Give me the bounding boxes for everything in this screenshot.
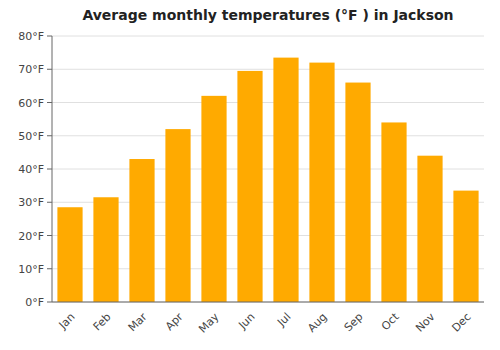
bar — [57, 207, 82, 302]
x-tick-label: Jun — [236, 310, 258, 332]
y-tick-label: 60°F — [18, 97, 44, 110]
x-tick-label: Sep — [342, 310, 366, 334]
bar — [129, 159, 154, 302]
x-axis: Jan Feb Mar Apr May Jun Jul Aug Sep Oct Nov Dec — [56, 310, 474, 336]
y-tick-label: 50°F — [18, 130, 44, 143]
x-tick-label: Jul — [274, 310, 293, 329]
bars — [57, 58, 478, 302]
x-tick-label: May — [196, 310, 222, 336]
grid-line — [52, 135, 484, 136]
grid-line — [52, 36, 484, 37]
bar — [93, 197, 118, 302]
y-tick — [47, 135, 52, 136]
x-tick-label: Nov — [413, 310, 438, 335]
grid-line — [52, 69, 484, 70]
bar — [309, 63, 334, 302]
bar — [417, 156, 442, 302]
y-axis: 0°F 10°F 20°F 30°F 40°F 50°F 60°F 70°F 80°F — [18, 30, 52, 309]
bar — [381, 122, 406, 302]
x-tick-label: Oct — [379, 310, 402, 333]
y-tick-label: 0°F — [25, 296, 44, 309]
y-tick — [47, 268, 52, 269]
y-axis-line — [52, 36, 53, 302]
y-tick — [47, 302, 52, 303]
bar — [201, 96, 226, 302]
bar — [273, 58, 298, 302]
grid — [52, 36, 484, 302]
x-tick-label: Aug — [305, 310, 329, 334]
x-tick-label: Feb — [91, 310, 114, 333]
x-tick-label: Jan — [56, 310, 78, 332]
bar — [345, 83, 370, 302]
bar — [165, 129, 190, 302]
x-tick-label: Dec — [449, 310, 473, 334]
grid-line — [52, 302, 484, 303]
y-tick-label: 10°F — [18, 263, 44, 276]
x-axis-line — [52, 302, 484, 303]
grid-line — [52, 102, 484, 103]
y-tick-label: 40°F — [18, 163, 44, 176]
y-tick — [47, 169, 52, 170]
x-tick-label: Apr — [163, 310, 186, 333]
y-tick — [47, 202, 52, 203]
y-tick-label: 20°F — [18, 230, 44, 243]
y-tick — [47, 69, 52, 70]
chart-title: Average monthly temperatures (°F ) in Ja… — [82, 7, 453, 23]
chart-container: Average monthly temperatures (°F ) in Ja… — [0, 0, 500, 350]
y-tick — [47, 102, 52, 103]
chart-svg: Average monthly temperatures (°F ) in Ja… — [0, 0, 500, 350]
y-tick-label: 70°F — [18, 63, 44, 76]
y-tick — [47, 36, 52, 37]
y-tick-label: 80°F — [18, 30, 44, 43]
bar — [453, 191, 478, 302]
y-tick — [47, 235, 52, 236]
y-tick-label: 30°F — [18, 196, 44, 209]
bar — [237, 71, 262, 302]
x-tick-label: Mar — [126, 310, 150, 334]
